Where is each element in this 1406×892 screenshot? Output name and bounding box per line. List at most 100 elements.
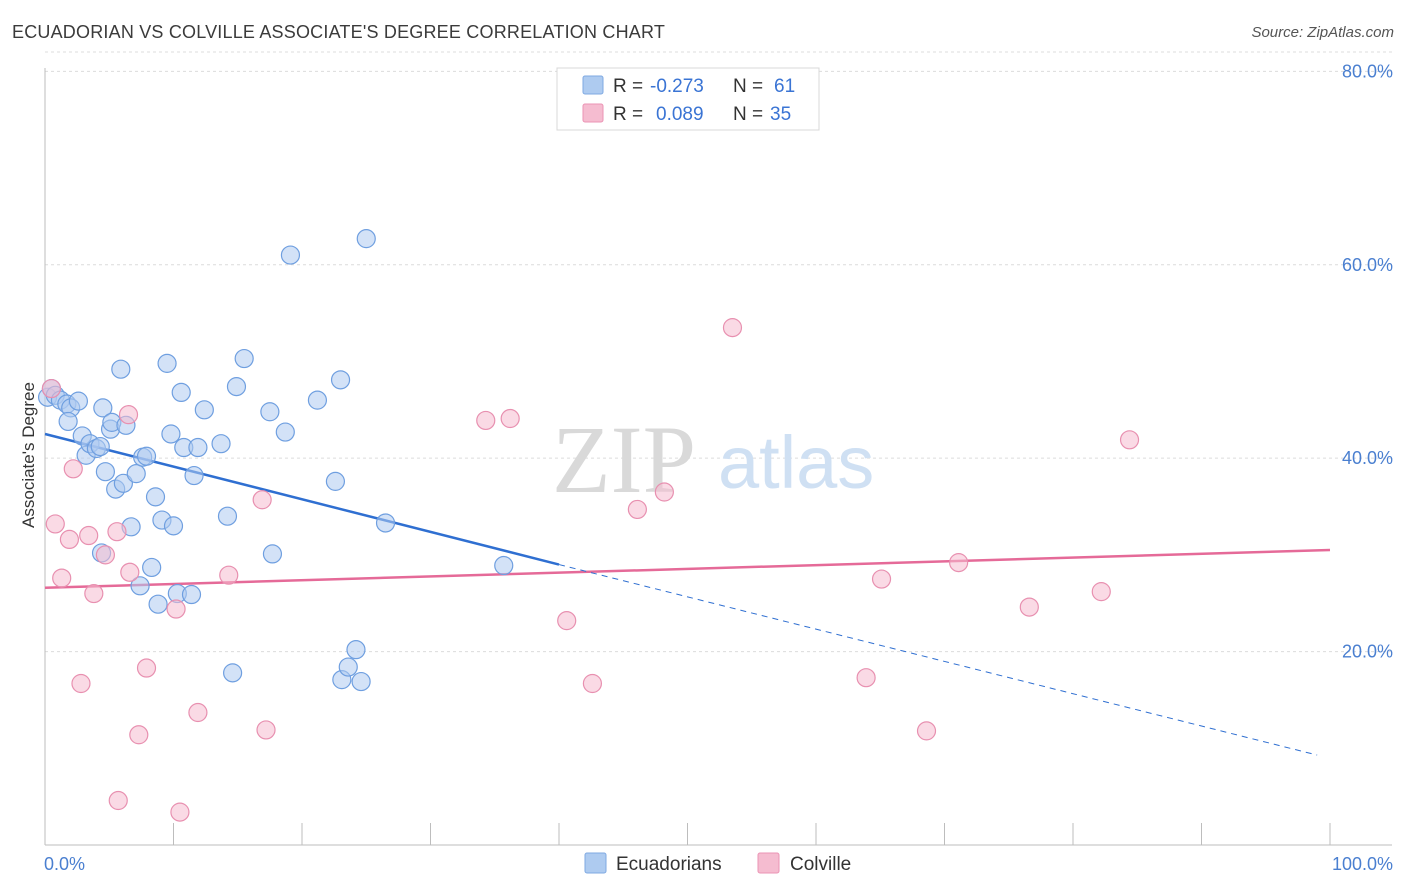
point-ecuadorians	[234, 348, 254, 369]
point-colville	[107, 522, 127, 542]
legend-n-label-1: N =	[733, 76, 763, 97]
point-ecuadorians	[223, 663, 243, 683]
point-colville	[84, 583, 104, 604]
point-ecuadorians	[184, 465, 204, 486]
point-ecuadorians	[351, 671, 371, 692]
point-colville	[654, 482, 674, 502]
point-ecuadorians	[68, 391, 89, 411]
point-ecuadorians	[95, 462, 115, 482]
point-colville	[1019, 597, 1039, 617]
watermark-zip: ZIP	[552, 406, 696, 513]
x-tick-label: 0.0%	[44, 854, 85, 874]
point-ecuadorians	[262, 544, 283, 564]
point-ecuadorians	[113, 473, 133, 493]
point-ecuadorians	[338, 657, 358, 677]
point-ecuadorians	[163, 516, 184, 536]
source-label: Source: ZipAtlas.com	[1251, 24, 1394, 41]
trend-lines	[44, 432, 1331, 756]
point-ecuadorians	[375, 513, 396, 533]
point-colville	[856, 668, 876, 688]
point-ecuadorians	[126, 464, 146, 484]
y-tick-label: 20.0%	[1342, 642, 1393, 662]
point-colville	[500, 408, 520, 429]
point-ecuadorians	[181, 584, 202, 605]
point-colville	[52, 568, 72, 588]
legend-n-value-2: 35	[770, 104, 791, 125]
point-ecuadorians	[275, 422, 295, 442]
point-colville	[582, 673, 603, 694]
point-colville	[118, 405, 139, 425]
point-ecuadorians	[171, 382, 191, 403]
point-ecuadorians	[194, 400, 214, 420]
legend-n-value-1: 61	[774, 76, 795, 97]
top-legend: R = -0.273 N = 61 R = 0.089 N = 35	[556, 67, 820, 131]
legend-r-value-2: 0.089	[656, 104, 704, 125]
point-ecuadorians	[142, 557, 162, 578]
bottom-legend-label-colville: Colville	[790, 854, 851, 875]
point-colville	[252, 490, 272, 510]
point-colville	[219, 565, 239, 585]
series-ecuadorians-points	[37, 229, 514, 692]
point-ecuadorians	[111, 359, 131, 379]
x-tick-labels: 0.0% 100.0%	[44, 854, 1393, 874]
point-colville	[557, 611, 577, 631]
bottom-legend-label-ecuadorians: Ecuadorians	[616, 854, 722, 875]
point-colville	[916, 721, 937, 741]
grid-lines	[45, 51, 1392, 653]
legend-n-label-2: N =	[733, 104, 763, 125]
point-colville	[45, 514, 65, 534]
point-colville	[476, 410, 496, 431]
point-ecuadorians	[145, 487, 166, 507]
chart-title: ECUADORIAN VS COLVILLE ASSOCIATE'S DEGRE…	[12, 22, 666, 42]
point-colville	[256, 720, 276, 740]
point-colville	[188, 702, 208, 723]
point-ecuadorians	[157, 353, 177, 373]
legend-r-label-2: R =	[613, 104, 643, 125]
point-ecuadorians	[188, 437, 208, 458]
point-colville	[136, 658, 157, 678]
point-colville	[79, 525, 99, 546]
legend-swatch-colville	[582, 103, 604, 123]
y-axis-label: Associate's Degree	[19, 382, 38, 528]
x-tick-label: 100.0%	[1332, 854, 1393, 874]
y-tick-label: 80.0%	[1342, 61, 1393, 81]
point-ecuadorians	[93, 398, 113, 418]
point-colville	[722, 318, 743, 338]
point-ecuadorians	[346, 640, 366, 660]
y-tick-label: 40.0%	[1342, 448, 1393, 468]
trend-line-ecuadorians	[44, 432, 560, 566]
trend-line-ecuadorians-extension	[558, 564, 1318, 756]
point-ecuadorians	[211, 434, 231, 454]
point-colville	[120, 562, 140, 582]
point-ecuadorians	[136, 446, 157, 466]
point-colville	[949, 553, 969, 573]
point-colville	[627, 499, 647, 520]
point-colville	[63, 459, 83, 479]
point-ecuadorians	[307, 390, 328, 410]
y-tick-labels: 20.0% 40.0% 60.0% 80.0%	[1342, 61, 1393, 661]
point-ecuadorians	[217, 506, 238, 526]
legend-r-label-1: R =	[613, 76, 643, 97]
legend-r-value-1: -0.273	[650, 76, 704, 97]
point-colville	[1091, 582, 1111, 602]
point-ecuadorians	[90, 436, 110, 457]
point-ecuadorians	[226, 377, 247, 397]
series-colville-points	[41, 318, 1140, 822]
point-ecuadorians	[161, 424, 181, 444]
point-colville	[166, 599, 186, 619]
bottom-legend-swatch-ecuadorians	[584, 852, 607, 874]
point-ecuadorians	[260, 402, 280, 422]
bottom-legend: Ecuadorians Colville	[584, 852, 851, 875]
point-colville	[71, 673, 91, 694]
point-colville	[59, 529, 80, 550]
bottom-legend-swatch-colville	[757, 852, 780, 874]
watermark-atlas: atlas	[718, 421, 874, 504]
point-colville	[1119, 430, 1140, 450]
point-colville	[108, 790, 128, 811]
point-colville	[170, 802, 190, 822]
point-ecuadorians	[280, 245, 301, 265]
point-ecuadorians	[330, 370, 351, 390]
legend-swatch-ecuadorians	[582, 75, 604, 95]
point-colville	[871, 569, 892, 589]
